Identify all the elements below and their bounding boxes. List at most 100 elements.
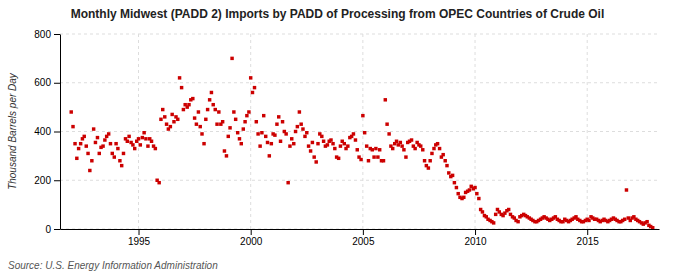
point — [312, 155, 315, 158]
y-axis-title: Thousand Barrels per Day — [7, 72, 18, 190]
point — [150, 140, 153, 143]
point — [441, 153, 444, 156]
point — [214, 108, 217, 111]
point — [322, 140, 325, 143]
y-tick-mark — [54, 34, 60, 35]
point — [172, 120, 175, 123]
point — [234, 118, 237, 121]
y-grid-line — [60, 229, 659, 230]
point — [146, 144, 149, 147]
point — [309, 149, 312, 152]
point — [268, 154, 271, 157]
point — [623, 218, 626, 221]
y-tick: 800 — [34, 29, 60, 40]
point — [120, 164, 123, 167]
point — [113, 155, 116, 158]
y-axis: 0200400600800 — [34, 29, 60, 235]
point — [456, 192, 459, 195]
point — [279, 140, 282, 143]
y-tick-mark — [54, 132, 60, 133]
y-tick-mark — [54, 229, 60, 230]
point — [202, 142, 205, 145]
point — [98, 152, 101, 155]
point — [363, 131, 366, 134]
x-tick-label: 2015 — [577, 236, 600, 247]
point — [367, 159, 370, 162]
x-tick-mark — [251, 229, 252, 235]
x-grid-line — [475, 34, 476, 229]
point — [262, 114, 265, 117]
point — [245, 114, 248, 117]
point — [118, 159, 121, 162]
point — [260, 131, 263, 134]
point — [436, 142, 439, 145]
point — [228, 126, 231, 129]
point — [333, 147, 336, 150]
point — [90, 159, 93, 162]
x-tick-label: 2010 — [464, 236, 487, 247]
point — [372, 155, 375, 158]
point — [428, 159, 431, 162]
y-tick-label: 0 — [45, 224, 51, 235]
x-tick-label: 1995 — [128, 236, 151, 247]
point — [359, 158, 362, 161]
point — [197, 110, 200, 113]
y-grid-line — [60, 34, 659, 35]
point — [399, 141, 402, 144]
point — [193, 116, 196, 119]
point — [625, 188, 628, 191]
point — [240, 142, 243, 145]
y-axis-line — [60, 35, 61, 230]
point — [92, 127, 95, 130]
point — [468, 188, 471, 191]
point — [131, 143, 134, 146]
x-tick: 2000 — [240, 229, 263, 247]
point — [86, 152, 89, 155]
point — [253, 86, 256, 89]
point — [238, 137, 241, 140]
point — [374, 147, 377, 150]
point — [419, 144, 422, 147]
point — [107, 132, 110, 135]
point — [182, 108, 185, 111]
point — [354, 138, 357, 141]
point — [85, 144, 88, 147]
point — [191, 97, 194, 100]
point — [221, 120, 224, 123]
point — [225, 154, 228, 157]
point — [154, 147, 157, 150]
point — [88, 169, 91, 172]
y-grid-line — [60, 180, 659, 181]
point — [256, 132, 259, 135]
point — [305, 131, 308, 134]
x-grid-line — [250, 34, 251, 229]
point — [402, 148, 405, 151]
x-tick-label: 2000 — [240, 236, 263, 247]
point — [298, 110, 301, 113]
point — [423, 159, 426, 162]
y-grid-line — [60, 82, 659, 83]
point — [462, 196, 465, 199]
x-tick: 1995 — [128, 229, 151, 247]
point — [273, 133, 276, 136]
point — [651, 226, 654, 229]
point — [303, 135, 306, 138]
point — [82, 135, 85, 138]
x-grid-line — [138, 34, 139, 229]
point — [587, 219, 590, 222]
point — [210, 91, 213, 94]
point — [187, 103, 190, 106]
point — [427, 166, 430, 169]
y-tick-label: 200 — [34, 175, 51, 186]
point — [352, 132, 355, 135]
point — [230, 57, 233, 60]
point — [299, 122, 302, 125]
point — [421, 148, 424, 151]
y-tick: 600 — [34, 77, 60, 88]
point — [516, 220, 519, 223]
point — [385, 122, 388, 125]
point — [473, 186, 476, 189]
grid — [60, 34, 659, 229]
point — [266, 141, 269, 144]
point — [242, 127, 245, 130]
